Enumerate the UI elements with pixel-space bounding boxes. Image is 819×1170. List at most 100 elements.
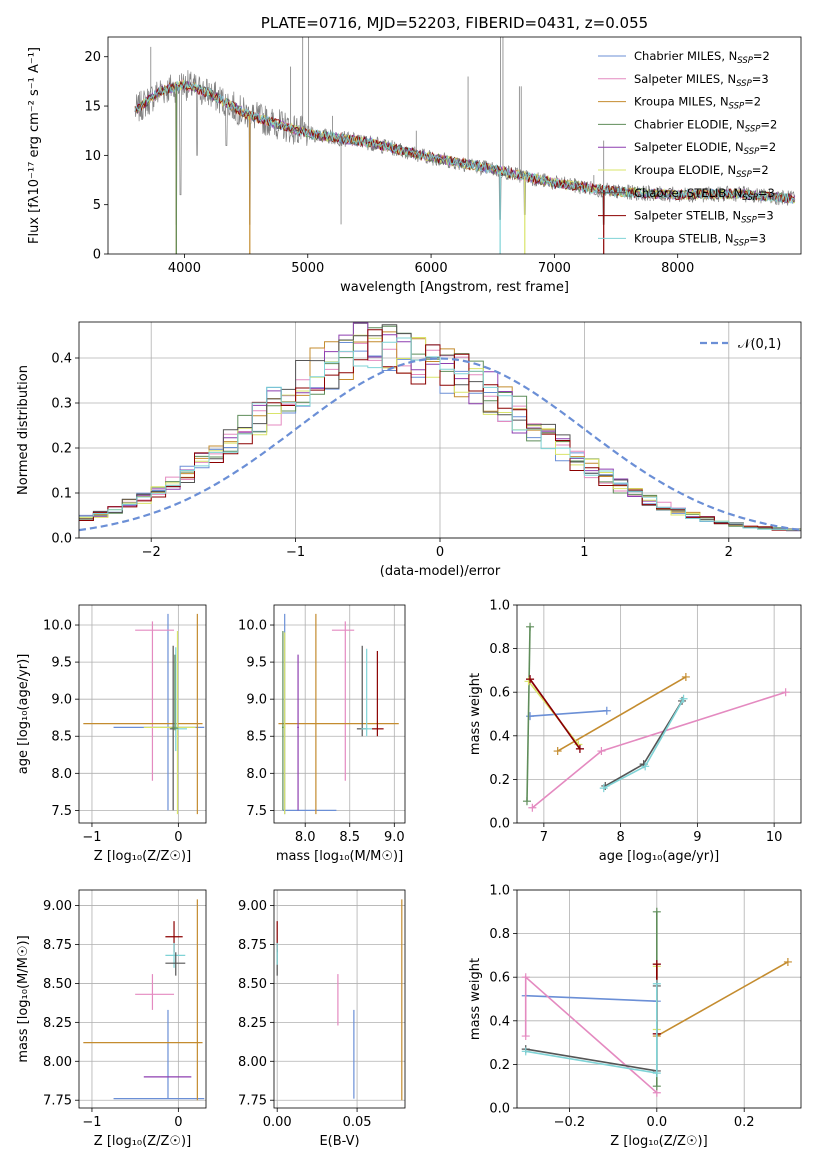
- y-axis-label: Normed distribution: [16, 365, 31, 495]
- y-tick-label: 8.25: [238, 1016, 267, 1031]
- x-tick-label: 0.2: [734, 1115, 755, 1130]
- mass-weight-marker: [526, 675, 535, 684]
- y-tick-label: 8.0: [246, 767, 267, 782]
- legend-value: =3: [749, 231, 766, 245]
- axes-frame: [516, 604, 802, 824]
- x-tick-label: 4000: [168, 261, 201, 276]
- y-tick-label: 9.0: [246, 693, 267, 708]
- x-axis-label: (data-model)/error: [380, 564, 501, 579]
- legend-text: Salpeter ELODIE, N: [634, 140, 744, 154]
- x-axis-label: Z [log₁₀(Z/Z☉)]: [94, 849, 191, 864]
- y-tick-label: 7.75: [43, 1094, 72, 1109]
- legend-subscript: SSP: [742, 193, 758, 203]
- mass-weight-line: [524, 975, 658, 1094]
- legend-subscript: SSP: [736, 170, 752, 180]
- y-tick-label: 8.5: [246, 730, 267, 745]
- x-axis-label: E(B-V): [319, 1134, 359, 1149]
- x-axis-label: wavelength [Angstrom, rest frame]: [340, 280, 569, 295]
- mass-weight-line: [603, 698, 685, 789]
- y-tick-label: 10: [84, 149, 101, 164]
- y-tick-label: 9.0: [51, 693, 72, 708]
- mass-weight-line: [656, 961, 789, 1037]
- y-tick-label: 8.75: [238, 938, 267, 953]
- mass-weight-marker: [526, 712, 535, 721]
- x-tick-label: 10: [766, 830, 783, 845]
- y-axis-label: mass weight: [468, 673, 483, 755]
- mass-weight-marker: [652, 979, 661, 988]
- mass-weight-marker: [681, 672, 690, 681]
- y-tick-label: 8.25: [43, 1016, 72, 1031]
- legend-subscript: SSP: [745, 124, 761, 134]
- legend-entry: Salpeter ELODIE, NSSP=2: [634, 140, 776, 157]
- y-tick-label: 0.6: [489, 686, 510, 701]
- y-axis-label: mass [log₁₀(M/M☉)]: [16, 935, 31, 1062]
- y-tick-label: 8.00: [43, 1055, 72, 1070]
- plot-area: [522, 622, 790, 812]
- plot-area: [276, 899, 403, 1101]
- y-tick-label: 0.8: [489, 927, 510, 942]
- normal-distribution-curve: [79, 357, 801, 532]
- mass-weight-marker: [597, 747, 606, 756]
- x-tick-label: 7000: [538, 261, 571, 276]
- mass-weight-marker: [783, 957, 792, 966]
- chart-title: PLATE=0716, MJD=52203, FIBERID=0431, z=0…: [261, 14, 648, 32]
- x-tick-label: −2: [142, 545, 161, 560]
- panel-mass_vs_EBV: 0.00 0.05 7.75 8.00 8.25 8.50 8.75 9.00 E(B-V): [238, 889, 406, 1149]
- legend-subscript: SSP: [737, 56, 753, 66]
- x-tick-label: −1: [82, 830, 101, 845]
- legend-subscript: SSP: [729, 102, 745, 112]
- axes-frame: [273, 604, 406, 824]
- mass-weight-line: [526, 626, 531, 802]
- residual-histogram: [79, 337, 801, 531]
- x-tick-label: 8000: [661, 261, 694, 276]
- mass-weight-marker: [521, 973, 530, 982]
- mass-weight-line: [525, 994, 657, 1002]
- x-tick-label: 2: [725, 545, 733, 560]
- legend-text: Salpeter STELIB, N: [634, 209, 741, 223]
- mass-weight-marker: [652, 1069, 661, 1078]
- mass-weight-line: [529, 709, 607, 717]
- mass-weight-marker: [652, 907, 661, 916]
- legend-value: =3: [757, 209, 774, 223]
- legend-entry: Kroupa ELODIE, NSSP=2: [634, 163, 769, 180]
- y-tick-label: 10.0: [238, 619, 267, 634]
- mass-weight-marker: [526, 622, 535, 631]
- y-tick-label: 0.2: [489, 773, 510, 788]
- x-tick-label: 7: [540, 830, 548, 845]
- panel-mass_vs_Z: −1 0 7.75 8.00 8.25 8.50 8.75 9.00 Z [log₁₀(Z/Z☉…: [16, 889, 207, 1149]
- mass-weight-marker: [599, 784, 608, 793]
- y-tick-label: 9.00: [238, 899, 267, 914]
- axes-frame: [273, 889, 406, 1109]
- mass-weight-marker: [521, 1047, 530, 1056]
- mass-weight-line: [531, 691, 786, 809]
- legend-subscript: SSP: [734, 238, 750, 248]
- legend-entry: Chabrier ELODIE, NSSP=2: [634, 117, 777, 134]
- model-spectrum: [134, 79, 796, 204]
- legend-entry: Salpeter MILES, NSSP=3: [634, 72, 769, 89]
- model-spectrum: [134, 81, 796, 204]
- mass-weight-marker: [528, 803, 537, 812]
- legend-text: Salpeter MILES, N: [634, 72, 736, 86]
- axes-frame: [516, 889, 802, 1109]
- y-tick-label: 20: [84, 50, 101, 65]
- y-tick-label: 0: [93, 248, 101, 263]
- panel-massweight_vs_age: 7 8 9 10 0.0 0.2 0.4 0.6 0.8 1.0 age [log₁₀(age/yr…: [468, 599, 802, 864]
- x-tick-label: 5000: [291, 261, 324, 276]
- legend-text: Kroupa STELIB, N: [634, 231, 734, 245]
- x-tick-label: 1: [580, 545, 588, 560]
- model-spectrum: [134, 80, 796, 203]
- legend-value: =2: [753, 49, 770, 63]
- x-tick-label: 8.0: [295, 830, 316, 845]
- y-tick-label: 0.4: [489, 1014, 510, 1029]
- x-tick-label: −0.2: [554, 1115, 586, 1130]
- y-tick-label: 0.0: [489, 1102, 510, 1117]
- plot-area: [521, 907, 792, 1097]
- mass-weight-marker: [553, 747, 562, 756]
- y-tick-label: 8.5: [51, 730, 72, 745]
- axes-frame: [78, 321, 802, 539]
- panel-massweight_vs_Z: −0.2 0.0 0.2 0.0 0.2 0.4 0.6 0.8 1.0 Z [log₁₀(Z/Z…: [468, 884, 802, 1149]
- legend-subscript: SSP: [736, 79, 752, 89]
- y-tick-label: 8.75: [43, 938, 72, 953]
- x-tick-label: 8: [616, 830, 624, 845]
